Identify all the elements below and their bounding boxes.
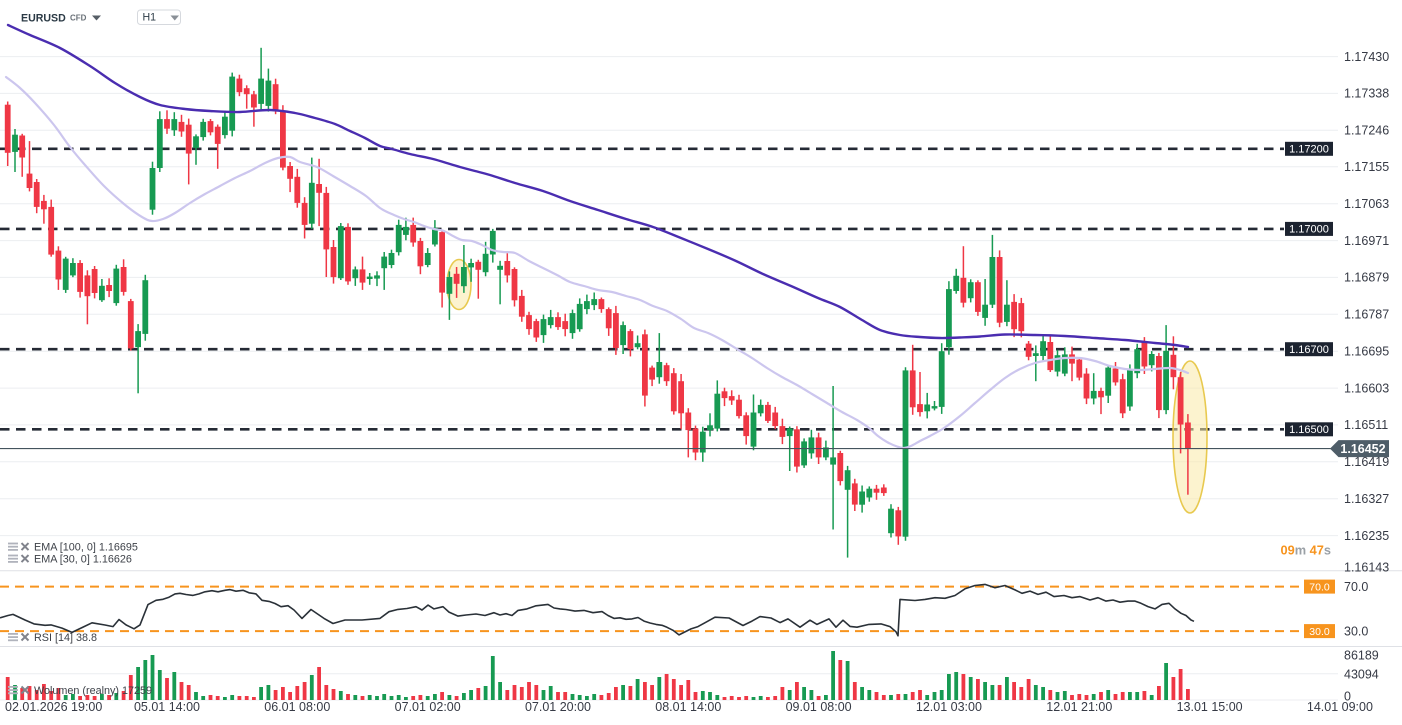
svg-text:1.17155: 1.17155 xyxy=(1344,160,1389,174)
svg-text:08.01 14:00: 08.01 14:00 xyxy=(655,700,721,714)
svg-text:1.16452: 1.16452 xyxy=(1340,442,1385,456)
svg-text:1.16235: 1.16235 xyxy=(1344,529,1389,543)
svg-text:1.16879: 1.16879 xyxy=(1344,271,1389,285)
svg-text:70.0: 70.0 xyxy=(1344,580,1368,594)
svg-text:12.01 21:00: 12.01 21:00 xyxy=(1046,700,1112,714)
svg-text:1.16787: 1.16787 xyxy=(1344,308,1389,322)
svg-text:1.16971: 1.16971 xyxy=(1344,234,1389,248)
svg-text:H1: H1 xyxy=(143,12,157,24)
svg-text:02.01.2026 19:00: 02.01.2026 19:00 xyxy=(5,700,102,714)
svg-text:1.16419: 1.16419 xyxy=(1344,455,1389,469)
svg-text:07.01 02:00: 07.01 02:00 xyxy=(395,700,461,714)
svg-text:30.0: 30.0 xyxy=(1344,624,1368,638)
svg-text:86189: 86189 xyxy=(1344,649,1379,663)
svg-text:1.17063: 1.17063 xyxy=(1344,197,1389,211)
svg-text:EURUSD: EURUSD xyxy=(21,13,66,25)
svg-text:06.01 08:00: 06.01 08:00 xyxy=(264,700,330,714)
svg-text:09.01 08:00: 09.01 08:00 xyxy=(786,700,852,714)
svg-text:Wolumen (realny) 17259: Wolumen (realny) 17259 xyxy=(34,685,152,697)
svg-text:EMA [30, 0] 1.16626: EMA [30, 0] 1.16626 xyxy=(34,553,132,565)
svg-text:1.16143: 1.16143 xyxy=(1344,561,1389,575)
svg-text:EMA [100, 0] 1.16695: EMA [100, 0] 1.16695 xyxy=(34,541,138,553)
svg-text:30.0: 30.0 xyxy=(1309,626,1330,638)
svg-text:05.01 14:00: 05.01 14:00 xyxy=(134,700,200,714)
svg-text:1.16695: 1.16695 xyxy=(1344,344,1389,358)
svg-text:1.16603: 1.16603 xyxy=(1344,381,1389,395)
svg-text:09m 47s: 09m 47s xyxy=(1280,543,1331,558)
svg-text:70.0: 70.0 xyxy=(1309,581,1330,593)
svg-text:1.17000: 1.17000 xyxy=(1289,224,1329,236)
svg-text:1.17430: 1.17430 xyxy=(1344,50,1389,64)
svg-text:12.01 03:00: 12.01 03:00 xyxy=(916,700,982,714)
svg-text:1.17200: 1.17200 xyxy=(1289,144,1329,156)
svg-text:43094: 43094 xyxy=(1344,668,1379,682)
svg-text:13.01 15:00: 13.01 15:00 xyxy=(1177,700,1243,714)
svg-text:1.17338: 1.17338 xyxy=(1344,87,1389,101)
svg-text:14.01 09:00: 14.01 09:00 xyxy=(1307,700,1373,714)
svg-text:1.16500: 1.16500 xyxy=(1289,424,1329,436)
svg-text:RSI [14] 38.8: RSI [14] 38.8 xyxy=(34,632,97,644)
svg-text:0: 0 xyxy=(1344,690,1351,704)
svg-text:07.01 20:00: 07.01 20:00 xyxy=(525,700,591,714)
svg-text:1.16700: 1.16700 xyxy=(1289,344,1329,356)
svg-text:CFD: CFD xyxy=(70,14,87,23)
svg-text:1.17246: 1.17246 xyxy=(1344,124,1389,138)
svg-text:1.16327: 1.16327 xyxy=(1344,492,1389,506)
svg-text:1.16511: 1.16511 xyxy=(1344,418,1388,432)
